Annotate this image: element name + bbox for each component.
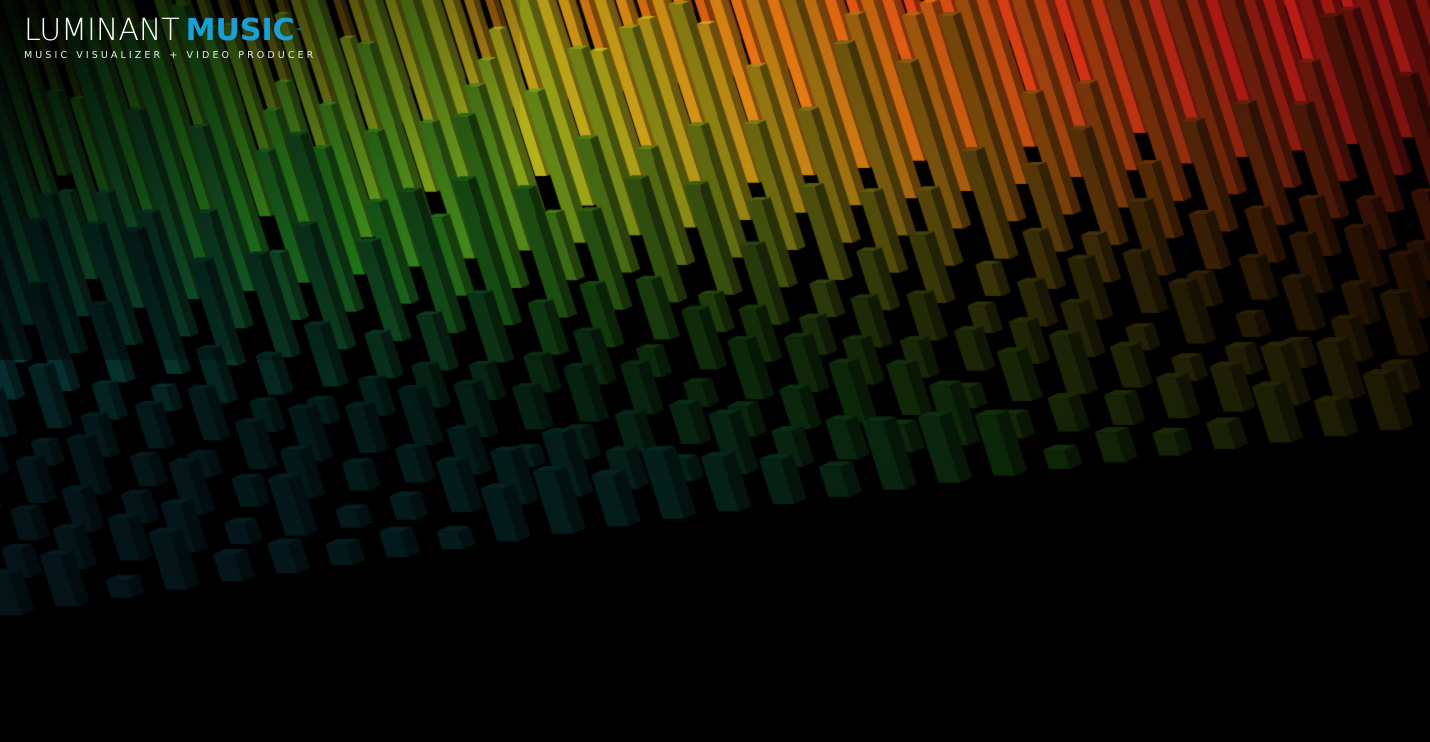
logo-word-music: MUSIC — [185, 13, 295, 48]
logo-subtitle: MUSIC VISUALIZER + VIDEO PRODUCER — [24, 50, 317, 61]
brand-logo: LUMINANT MUSIC™ MUSIC VISUALIZER + VIDEO … — [24, 14, 334, 62]
logo-title: LUMINANT MUSIC™ — [24, 14, 334, 48]
logo-word-luminant: LUMINANT — [24, 13, 180, 48]
trademark-symbol: ™ — [295, 27, 302, 34]
